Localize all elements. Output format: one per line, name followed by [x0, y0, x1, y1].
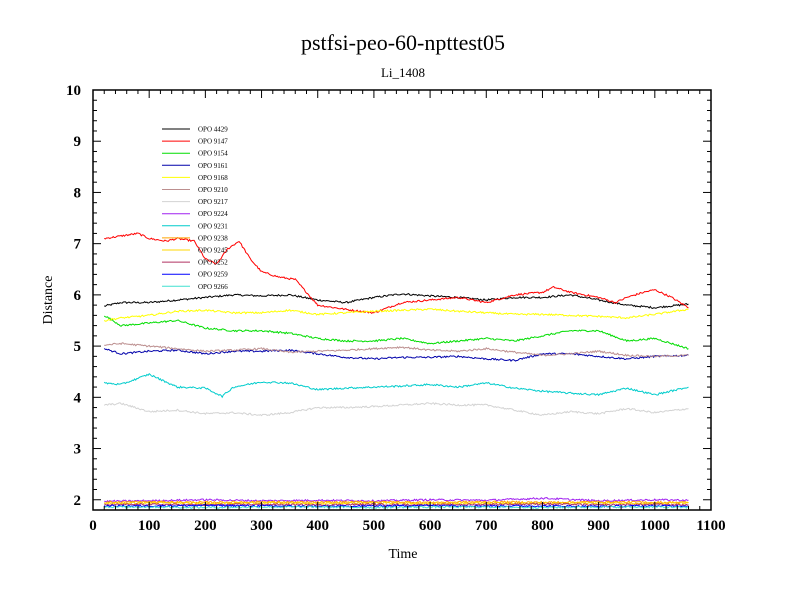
- legend-entry: OPO 9238: [162, 234, 228, 242]
- x-tick-label: 800: [531, 518, 554, 534]
- x-tick-label: 700: [475, 518, 498, 534]
- legend-label: OPO 9245: [198, 247, 228, 255]
- y-tick-label: 4: [74, 390, 82, 406]
- legend: OPO 4429 OPO 9147 OPO 9154 OPO 9161 OPO 9168…: [162, 126, 228, 291]
- series-line-1: [104, 232, 689, 315]
- legend-entry: OPO 9217: [162, 198, 228, 206]
- y-tick-label: 5: [74, 339, 82, 355]
- y-tick-label: 10: [66, 83, 81, 99]
- x-tick-label: 300: [250, 518, 273, 534]
- legend-label: OPO 9252: [198, 259, 228, 267]
- x-axis-label: Time: [388, 547, 417, 562]
- legend-entry: OPO 9224: [162, 210, 228, 218]
- y-tick-label: 2: [74, 493, 82, 509]
- series-line-10: [104, 501, 689, 505]
- legend-label: OPO 9238: [198, 234, 228, 242]
- chart-title: pstfsi-peo-60-npttest05: [301, 30, 505, 55]
- legend-entry: OPO 9252: [162, 259, 228, 267]
- legend-label: OPO 9217: [198, 198, 228, 206]
- series-line-9: [104, 500, 689, 505]
- legend-entry: OPO 9259: [162, 271, 228, 279]
- legend-label: OPO 9231: [198, 222, 228, 230]
- legend-label: OPO 9147: [198, 138, 228, 146]
- x-tick-label: 1000: [640, 518, 670, 534]
- legend-label: OPO 9210: [198, 186, 228, 194]
- y-tick-label: 7: [74, 237, 82, 253]
- legend-entry: OPO 4429: [162, 126, 228, 134]
- legend-entry: OPO 9210: [162, 186, 228, 194]
- y-tick-label: 6: [74, 288, 82, 304]
- legend-entry: OPO 9231: [162, 222, 228, 230]
- series-line-8: [103, 372, 689, 399]
- legend-label: OPO 4429: [198, 126, 228, 134]
- y-tick-label: 9: [74, 134, 82, 150]
- x-tick-label: 900: [587, 518, 610, 534]
- legend-entry: OPO 9147: [162, 138, 228, 146]
- legend-label: OPO 9154: [198, 150, 228, 158]
- x-tick-label: 500: [363, 518, 386, 534]
- series-line-2: [103, 315, 689, 350]
- legend-entry: OPO 9154: [162, 150, 228, 158]
- legend-label: OPO 9259: [198, 271, 228, 279]
- x-tick-label: 600: [419, 518, 442, 534]
- y-tick-label: 8: [74, 185, 82, 201]
- legend-entry: OPO 9161: [162, 162, 228, 170]
- legend-entry: OPO 9168: [162, 174, 228, 182]
- x-tick-label: 1100: [696, 518, 725, 534]
- legend-entry: OPO 9266: [162, 283, 228, 291]
- series-line-0: [104, 293, 689, 309]
- x-tick-label: 0: [89, 518, 97, 534]
- series-line-7: [104, 497, 689, 503]
- axis-layer: 0 100 200 300 400 500 600 700 800 900 1000 1100 2 3 4 5…: [66, 83, 726, 534]
- y-axis-label: Distance: [41, 276, 56, 325]
- x-tick-label: 100: [138, 518, 161, 534]
- legend-entry: OPO 9245: [162, 247, 228, 255]
- x-tick-label: 200: [194, 518, 217, 534]
- series-line-5: [104, 342, 689, 358]
- plot-frame: [92, 89, 712, 511]
- legend-label: OPO 9168: [198, 174, 228, 182]
- series-line-4: [103, 308, 689, 322]
- series-line-6: [103, 402, 689, 417]
- legend-label: OPO 9224: [198, 210, 228, 218]
- chart-subtitle: Li_1408: [381, 65, 425, 80]
- y-tick-label: 3: [74, 442, 82, 458]
- series-line-3: [103, 348, 689, 362]
- legend-label: OPO 9161: [198, 162, 228, 170]
- legend-label: OPO 9266: [198, 283, 228, 291]
- x-tick-label: 400: [306, 518, 329, 534]
- series-layer: [103, 232, 689, 509]
